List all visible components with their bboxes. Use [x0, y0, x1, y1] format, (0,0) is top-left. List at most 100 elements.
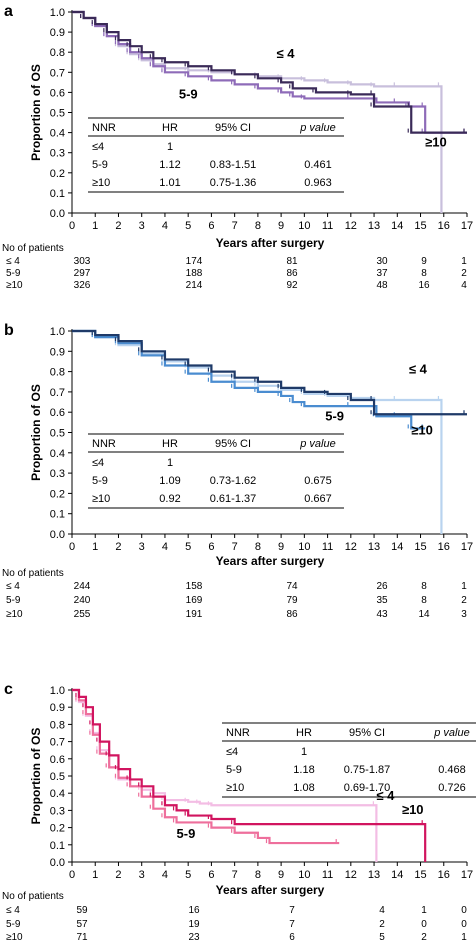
x-tick-label: 10 [298, 869, 310, 881]
x-tick-label: 13 [368, 220, 380, 232]
x-tick-label: 15 [414, 869, 426, 881]
at-risk-value: 1 [421, 905, 427, 916]
table-cell: ≤4 [226, 746, 238, 758]
table-cell: 1.18 [293, 764, 314, 776]
table-cell: 1 [301, 746, 307, 758]
y-tick-label: 0.3 [50, 148, 65, 160]
at-risk-value: 74 [286, 581, 298, 592]
table-cell: 5-9 [92, 159, 108, 171]
table-cell: ≤4 [92, 141, 104, 153]
table-cell: 5-9 [92, 475, 108, 487]
x-tick-label: 5 [185, 220, 191, 232]
x-tick-label: 9 [278, 220, 284, 232]
at-risk-value: 9 [421, 256, 427, 267]
km-curve-1 [72, 329, 443, 534]
at-risk-title: No of patients [2, 243, 64, 254]
x-tick-label: 17 [461, 220, 473, 232]
table-cell: 0.667 [304, 493, 332, 505]
panel-letter: a [4, 3, 13, 20]
x-tick-label: 7 [232, 220, 238, 232]
at-risk-row-label: ≥10 [6, 932, 23, 943]
curve-label-le4: ≤ 4 [409, 362, 428, 377]
table-header-cell: 95% CI [349, 727, 385, 739]
curve-label-le4: ≤ 4 [376, 788, 395, 803]
table-cell: 1.08 [293, 782, 314, 794]
at-risk-value: 3 [461, 609, 467, 620]
x-tick-label: 8 [255, 541, 261, 553]
at-risk-value: 2 [379, 919, 385, 930]
at-risk-value: 57 [76, 919, 88, 930]
at-risk-value: 297 [74, 268, 91, 279]
curve-label-ge10: ≥10 [402, 802, 424, 817]
y-tick-label: 0.3 [50, 805, 65, 817]
at-risk-value: 5 [379, 932, 385, 943]
y-tick-label: 0.8 [50, 719, 65, 731]
at-risk-value: 0 [421, 919, 427, 930]
at-risk-value: 1 [461, 932, 467, 943]
y-tick-label: 0.5 [50, 771, 65, 783]
at-risk-value: 26 [376, 581, 388, 592]
y-tick-label: 0.1 [50, 840, 65, 852]
y-tick-label: 0.2 [50, 823, 65, 835]
at-risk-value: 30 [376, 256, 388, 267]
at-risk-value: 240 [74, 595, 91, 606]
x-tick-label: 8 [255, 220, 261, 232]
x-tick-label: 1 [92, 869, 98, 881]
censor-marks-2 [75, 696, 337, 844]
x-tick-label: 12 [345, 869, 357, 881]
censor-marks-3 [91, 331, 465, 415]
at-risk-value: 35 [376, 595, 388, 606]
x-tick-label: 14 [391, 541, 403, 553]
table-header-cell: 95% CI [215, 122, 251, 134]
table-cell: 0.73-1.62 [210, 475, 256, 487]
at-risk-value: 1 [461, 581, 467, 592]
panel-c: c0.00.10.20.30.40.50.60.70.80.91.00 1 2 3 4 5… [2, 681, 476, 943]
at-risk-value: 303 [74, 256, 91, 267]
table-cell: 0.61-1.37 [210, 493, 256, 505]
censor-marks-2 [80, 14, 465, 133]
hr-table: NNR HR 95% CI p value ≤4 1 5-9 1.18 0.75-1.87 0.4… [222, 722, 476, 798]
table-cell: 0.675 [304, 475, 332, 487]
at-risk-value: 2 [461, 595, 467, 606]
km-curve-1 [72, 10, 443, 213]
y-tick-label: 1.0 [50, 685, 65, 697]
at-risk-value: 4 [379, 905, 385, 916]
y-tick-label: 0.7 [50, 737, 65, 749]
censor-marks-1 [91, 333, 440, 401]
x-tick-label: 16 [438, 869, 450, 881]
at-risk-row-label: ≤ 4 [6, 581, 20, 592]
curve-label-le4: ≤ 4 [276, 46, 295, 61]
table-cell: ≤4 [92, 457, 104, 469]
panel-letter: b [4, 322, 14, 339]
at-risk-value: 169 [186, 595, 203, 606]
at-risk-value: 92 [286, 280, 298, 291]
at-risk-value: 37 [376, 268, 388, 279]
table-cell: 1.01 [159, 177, 180, 189]
x-tick-label: 14 [391, 869, 403, 881]
y-tick-label: 0.1 [50, 188, 65, 200]
table-header-cell: p value [299, 438, 335, 450]
y-tick-label: 0.4 [50, 788, 65, 800]
x-tick-label: 5 [185, 541, 191, 553]
y-tick-label: 0.5 [50, 108, 65, 120]
at-risk-value: 191 [186, 609, 203, 620]
y-tick-label: 1.0 [50, 326, 65, 338]
x-tick-label: 13 [368, 541, 380, 553]
x-tick-label: 8 [255, 869, 261, 881]
at-risk-row-label: ≥10 [6, 280, 23, 291]
at-risk-title: No of patients [2, 568, 64, 579]
y-tick-label: 0.0 [50, 208, 65, 220]
at-risk-value: 244 [74, 581, 91, 592]
y-tick-label: 0.6 [50, 87, 65, 99]
y-tick-label: 0.9 [50, 27, 65, 39]
x-tick-label: 6 [208, 541, 214, 553]
x-tick-label: 1 [92, 220, 98, 232]
y-tick-label: 0.0 [50, 529, 65, 541]
at-risk-value: 48 [376, 280, 388, 291]
table-cell: 0.83-1.51 [210, 159, 256, 171]
at-risk-value: 14 [418, 609, 430, 620]
at-risk-value: 255 [74, 609, 91, 620]
table-cell: 0.461 [304, 159, 332, 171]
x-tick-label: 10 [298, 541, 310, 553]
y-tick-label: 0.6 [50, 407, 65, 419]
